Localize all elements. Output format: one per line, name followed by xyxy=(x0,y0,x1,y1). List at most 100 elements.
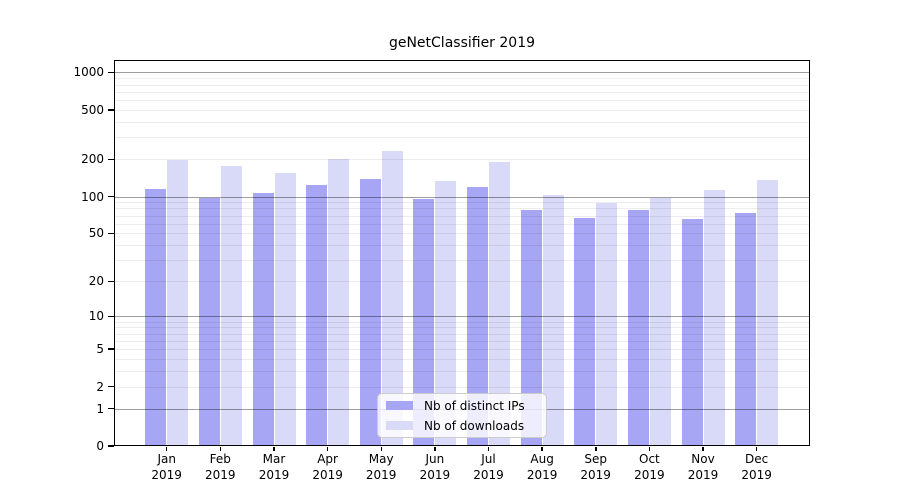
legend-item-distinct-ips: Nb of distinct IPs xyxy=(378,397,546,414)
minor-gridline xyxy=(114,78,810,80)
x-tick-mark xyxy=(380,447,382,451)
x-tick-label: Jan 2019 xyxy=(136,452,198,483)
legend-item-downloads: Nb of downloads xyxy=(378,417,546,434)
x-tick-mark xyxy=(702,447,704,451)
minor-gridline xyxy=(114,215,810,217)
x-tick-year: 2019 xyxy=(526,467,558,482)
x-tick-label: Jul 2019 xyxy=(458,452,520,483)
bar-distinct-ips-jan xyxy=(145,189,167,446)
x-tick-month: Feb xyxy=(209,452,231,466)
x-tick-month: Oct xyxy=(639,452,660,466)
bar-distinct-ips-jul xyxy=(467,187,488,446)
minor-gridline xyxy=(114,159,810,161)
legend-label-downloads: Nb of downloads xyxy=(424,418,525,433)
x-tick-label: Oct 2019 xyxy=(618,452,680,483)
minor-gridline xyxy=(114,84,810,86)
minor-gridline xyxy=(114,233,810,235)
bar-distinct-ips-nov xyxy=(681,218,703,446)
bar-distinct-ips-sep xyxy=(574,217,596,446)
x-tick-year: 2019 xyxy=(687,467,719,482)
minor-gridline xyxy=(114,359,810,360)
x-tick-mark xyxy=(434,447,436,451)
minor-gridline xyxy=(114,223,810,225)
minor-gridline xyxy=(114,121,810,123)
x-tick-label: Apr 2019 xyxy=(297,452,359,483)
y-tick-label: 1000 xyxy=(73,65,104,80)
y-tick-mark xyxy=(108,280,114,283)
x-tick-label: Aug 2019 xyxy=(511,452,573,483)
y-tick-mark xyxy=(108,158,114,160)
minor-gridline xyxy=(114,91,810,93)
minor-gridline xyxy=(114,327,810,329)
x-tick-year: 2019 xyxy=(473,467,504,482)
bar-downloads-dec xyxy=(757,180,779,446)
x-tick-year: 2019 xyxy=(580,467,611,482)
x-tick-mark xyxy=(326,447,329,451)
y-tick-mark xyxy=(108,109,114,111)
minor-gridline xyxy=(114,137,810,139)
x-tick-mark xyxy=(487,447,490,451)
bar-distinct-ips-jun xyxy=(413,199,435,446)
y-tick-mark xyxy=(108,71,114,74)
legend-swatch-downloads xyxy=(386,421,413,430)
bar-downloads-apr xyxy=(328,159,350,446)
minor-gridline xyxy=(114,281,810,283)
x-tick-label: Dec 2019 xyxy=(726,452,788,483)
minor-gridline xyxy=(114,321,810,323)
minor-gridline xyxy=(114,371,810,372)
chart-title: geNetClassifier 2019 xyxy=(388,35,536,51)
bar-downloads-jul xyxy=(489,161,510,446)
x-tick-year: 2019 xyxy=(634,467,665,482)
bar-distinct-ips-dec xyxy=(735,212,757,446)
minor-gridline xyxy=(114,386,810,388)
y-tick-mark xyxy=(108,195,114,198)
y-tick-mark xyxy=(108,407,114,410)
x-tick-month: Jul xyxy=(481,452,496,466)
legend-swatch-distinct-ips xyxy=(386,401,413,410)
legend-label-distinct-ips: Nb of distinct IPs xyxy=(424,398,525,413)
y-tick-mark xyxy=(108,445,114,447)
bar-downloads-mar xyxy=(274,173,296,446)
x-tick-year: 2019 xyxy=(258,467,290,482)
legend: Nb of distinct IPs Nb of downloads xyxy=(377,393,547,438)
y-tick-mark xyxy=(108,315,114,318)
major-gridline xyxy=(114,316,810,318)
minor-gridline xyxy=(114,109,810,111)
x-tick-mark xyxy=(273,447,275,451)
bar-downloads-jun xyxy=(435,180,457,446)
x-tick-month: May xyxy=(368,452,394,466)
x-tick-month: Mar xyxy=(262,452,286,466)
y-tick-label: 500 xyxy=(81,102,104,117)
bar-distinct-ips-oct xyxy=(627,209,649,446)
x-tick-mark xyxy=(595,447,597,451)
x-tick-label: Nov 2019 xyxy=(672,452,734,483)
x-tick-year: 2019 xyxy=(205,467,236,482)
bar-downloads-oct xyxy=(649,197,671,446)
bar-distinct-ips-apr xyxy=(306,184,328,446)
minor-gridline xyxy=(114,333,810,335)
minor-gridline xyxy=(114,245,810,247)
bar-downloads-aug xyxy=(542,194,564,446)
x-tick-label: May 2019 xyxy=(350,452,412,483)
y-tick-label: 50 xyxy=(88,226,104,241)
x-tick-label: Feb 2019 xyxy=(189,452,251,483)
y-tick-label: 10 xyxy=(88,309,104,324)
major-gridline xyxy=(114,72,810,74)
y-tick-label: 2 xyxy=(96,379,104,394)
x-tick-label: Sep 2019 xyxy=(565,452,627,483)
bar-downloads-feb xyxy=(220,165,242,446)
x-tick-month: Aug xyxy=(530,452,554,466)
x-tick-month: Apr xyxy=(317,452,338,466)
minor-gridline xyxy=(114,202,810,204)
x-tick-month: Nov xyxy=(691,452,715,466)
x-tick-month: Jan xyxy=(157,452,176,466)
minor-gridline xyxy=(114,340,810,342)
y-tick-mark xyxy=(108,232,114,235)
x-tick-year: 2019 xyxy=(151,467,182,482)
x-tick-year: 2019 xyxy=(365,467,397,482)
x-tick-year: 2019 xyxy=(419,467,451,482)
bar-downloads-may xyxy=(381,151,403,446)
x-tick-month: Dec xyxy=(744,452,769,466)
minor-gridline xyxy=(114,208,810,210)
